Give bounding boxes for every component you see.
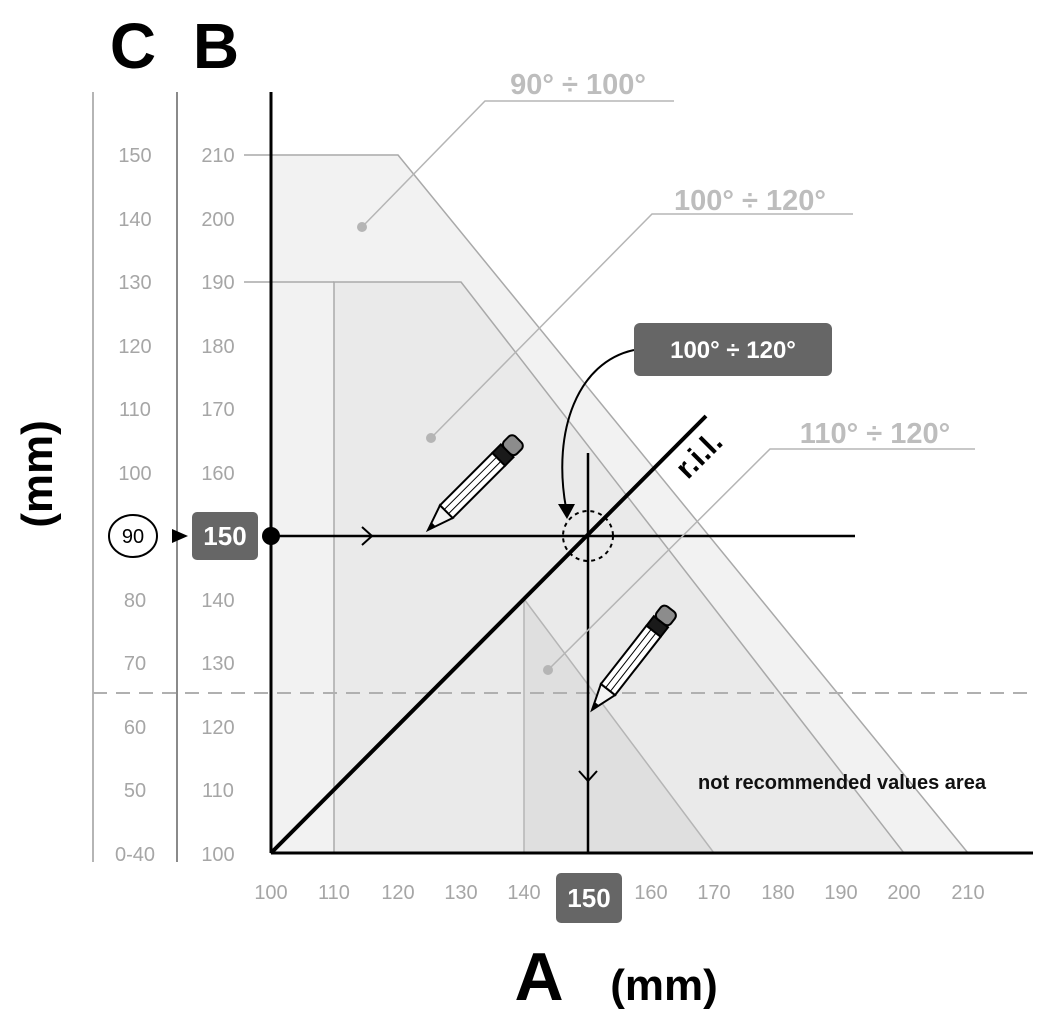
a-value-text: 150 — [567, 883, 610, 913]
b-tick-label: 180 — [201, 336, 234, 358]
zone-110-120-dot — [543, 665, 553, 675]
b-tick-label: 100 — [201, 844, 234, 866]
c-value-text: 90 — [122, 526, 144, 548]
c-scale-ticks: 150 140 130 120 110 100 80 70 60 50 0-40 — [115, 145, 155, 866]
a-tick-label: 190 — [824, 882, 857, 904]
a-value-badge — [556, 873, 622, 923]
b-tick-label: 190 — [201, 272, 234, 294]
b-tick-label: 140 — [201, 590, 234, 612]
bottom-unit-label: (mm) — [610, 961, 718, 1010]
b-scale-letter: B — [193, 10, 239, 82]
c-tick-label: 120 — [118, 336, 151, 358]
c-scale-letter: C — [110, 10, 156, 82]
b-tick-label: 160 — [201, 463, 234, 485]
b-tick-label: 210 — [201, 145, 234, 167]
zone-100-120-leader — [430, 213, 853, 439]
b-tick-label: 170 — [201, 399, 234, 421]
zone-90-100-label: 90° ÷ 100° — [510, 69, 646, 101]
result-badge-text: 100° ÷ 120° — [670, 337, 796, 364]
b-value-badge — [192, 512, 258, 560]
result-badge — [634, 323, 832, 376]
zone-100-120-dot — [426, 433, 436, 443]
a-tick-label: 170 — [697, 882, 730, 904]
c-tick-label: 80 — [124, 590, 146, 612]
intersection-marker — [562, 510, 614, 562]
a-tick-label: 210 — [951, 882, 984, 904]
direction-arrow-down — [578, 770, 598, 783]
direction-arrow-right — [361, 526, 374, 546]
c-tick-label: 140 — [118, 209, 151, 231]
a-scale-letter: A — [514, 939, 563, 1011]
zone-100-120-label: 100° ÷ 120° — [674, 185, 826, 217]
pencil-icon — [590, 604, 677, 713]
a-scale-ticks: 100 110 120 130 140 160 170 180 190 200 … — [254, 882, 984, 904]
zone-110-120-leader — [547, 448, 975, 671]
c-tick-label: 0-40 — [115, 844, 155, 866]
c-tick-label: 150 — [118, 145, 151, 167]
a-tick-label: 100 — [254, 882, 287, 904]
b-scale-ticks: 210 200 190 180 170 160 140 130 120 110 … — [201, 145, 234, 866]
a-tick-label: 110 — [318, 882, 350, 904]
c-tick-label: 60 — [124, 717, 146, 739]
a-tick-label: 130 — [444, 882, 477, 904]
reference-line-label: r.i.l. — [669, 425, 729, 485]
result-arrow — [561, 349, 635, 509]
b-value-text: 150 — [203, 521, 246, 551]
c-tick-label: 50 — [124, 780, 146, 802]
b-tick-label: 120 — [201, 717, 234, 739]
not-recommended-label: not recommended values area — [698, 772, 987, 794]
a-tick-label: 200 — [887, 882, 920, 904]
c-tick-label: 130 — [118, 272, 151, 294]
zone-90-100-dot — [357, 222, 367, 232]
zone-110-120-label: 110° ÷ 120° — [800, 418, 950, 450]
a-tick-label: 120 — [381, 882, 414, 904]
b-tick-label: 130 — [201, 653, 234, 675]
a-tick-label: 160 — [634, 882, 667, 904]
c-to-b-arrow — [172, 529, 188, 543]
reference-diagonal — [269, 414, 708, 855]
b-tick-label: 110 — [202, 780, 234, 802]
zone-90-100-leader — [361, 100, 674, 228]
c-value-marker — [108, 514, 158, 558]
c-tick-label: 70 — [124, 653, 146, 675]
a-tick-label: 140 — [507, 882, 540, 904]
b-tick-label: 200 — [201, 209, 234, 231]
result-arrow-head — [558, 504, 575, 519]
c-tick-label: 100 — [118, 463, 151, 485]
c-tick-label: 110 — [119, 399, 151, 421]
pencil-icon — [425, 434, 524, 533]
start-point-dot — [262, 527, 280, 545]
left-unit-label: (mm) — [13, 420, 62, 528]
a-tick-label: 180 — [761, 882, 794, 904]
